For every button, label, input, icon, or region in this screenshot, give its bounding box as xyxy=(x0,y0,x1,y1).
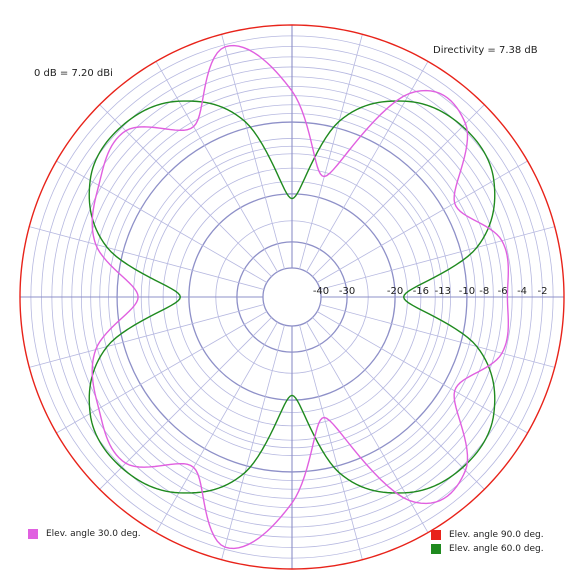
series-trace-elev-angle-90-0-deg- xyxy=(19,24,565,570)
grid-spoke xyxy=(306,321,429,533)
legend-swatch-elev-60 xyxy=(431,544,441,554)
grid-spoke xyxy=(99,317,272,490)
legend-swatch-elev-30 xyxy=(28,529,38,539)
grid-spoke xyxy=(299,34,363,270)
grid-spoke xyxy=(56,311,268,434)
series-trace-elev-angle-30-0-deg- xyxy=(91,44,510,550)
legend-label-elev-90: Elev. angle 90.0 deg. xyxy=(449,530,544,540)
radial-tick-label: -10 xyxy=(459,286,475,297)
radial-tick-label: -16 xyxy=(413,286,429,297)
grid-spoke xyxy=(316,160,528,283)
grid-ring xyxy=(262,267,322,327)
legend-item-elev-90: Elev. angle 90.0 deg. xyxy=(431,530,544,540)
grid-spoke xyxy=(299,324,363,560)
grid-spoke xyxy=(312,104,485,277)
radial-tick-labels: -40 -30 -20 -16 -13 -10 -8 -6 -4 -2 xyxy=(313,286,548,297)
pattern-traces xyxy=(19,24,565,570)
grid-spoke xyxy=(155,321,278,533)
legend-swatch-elev-90 xyxy=(431,530,441,540)
series-trace-elev-angle-60-0-deg- xyxy=(88,100,496,494)
radial-tick-label: -8 xyxy=(479,286,489,297)
radial-tick-label: -4 xyxy=(517,286,527,297)
grid-spoke xyxy=(319,226,555,290)
radial-tick-label: -30 xyxy=(339,286,355,297)
legend-label-elev-60: Elev. angle 60.0 deg. xyxy=(449,544,544,554)
grid-spoke xyxy=(221,324,285,560)
radial-tick-label: -6 xyxy=(498,286,508,297)
grid-spoke xyxy=(56,160,268,283)
directivity-label: Directivity = 7.38 dB xyxy=(433,45,538,56)
legend-item-elev-60: Elev. angle 60.0 deg. xyxy=(431,544,544,554)
radial-tick-label: -40 xyxy=(313,286,329,297)
grid-spoke xyxy=(155,61,278,273)
grid-spoke xyxy=(29,226,265,290)
radial-tick-label: -2 xyxy=(538,286,548,297)
grid-spoke xyxy=(221,34,285,270)
polar-grid xyxy=(20,25,564,569)
radial-tick-label: -20 xyxy=(387,286,403,297)
grid-spoke xyxy=(306,61,429,273)
grid-spoke xyxy=(312,317,485,490)
grid-spoke xyxy=(29,304,265,368)
grid-spoke xyxy=(316,311,528,434)
legend-item-elev-30: Elev. angle 30.0 deg. xyxy=(28,529,141,539)
grid-spoke xyxy=(99,104,272,277)
grid-spoke xyxy=(319,304,555,368)
legend-label-elev-30: Elev. angle 30.0 deg. xyxy=(46,529,141,539)
zero-db-reference-label: 0 dB = 7.20 dBi xyxy=(34,68,113,79)
radial-tick-label: -13 xyxy=(435,286,451,297)
